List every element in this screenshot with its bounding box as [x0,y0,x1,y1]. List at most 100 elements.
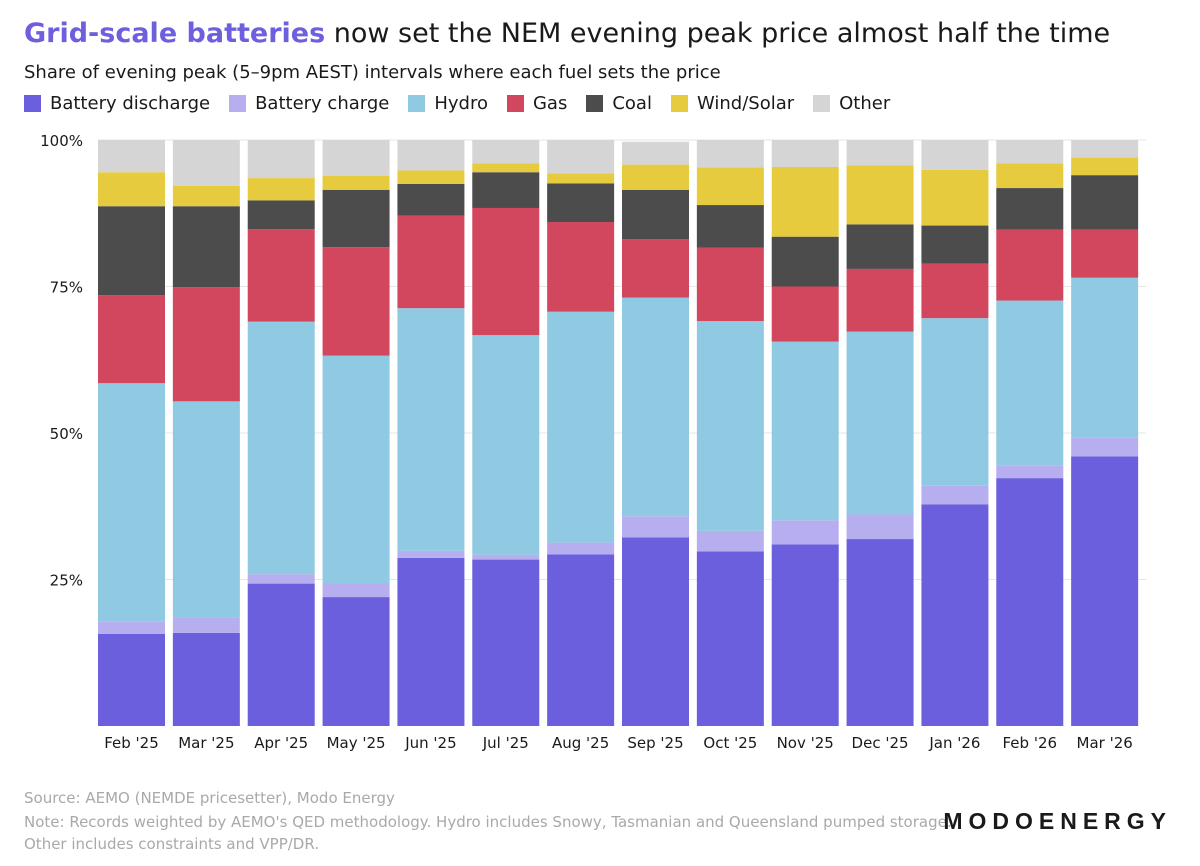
other-note: Other includes constraints and VPP/DR. [24,835,320,853]
x-tick-label: Mar '25 [178,734,234,752]
bar-segment [846,224,914,269]
legend-label: Battery charge [255,93,390,114]
x-tick-label: Feb '26 [1003,734,1058,752]
bar-segment [397,215,465,309]
x-tick-label: Apr '25 [254,734,308,752]
bar-segment [472,207,540,336]
legend-swatch [813,95,831,112]
bar-segment [322,140,390,176]
bar-segment [921,318,989,486]
bar-segment [172,185,240,207]
chart-title-highlight: Grid-scale batteries [24,18,326,49]
chart-title: Grid-scale batteries now set the NEM eve… [24,18,1110,49]
x-tick-label: Mar '26 [1077,734,1133,752]
legend-item: Battery charge [229,93,389,114]
bar-segment [172,206,240,288]
bar-segment [247,178,315,201]
bar-segment [696,140,764,168]
x-tick-label: Jan '26 [928,734,980,752]
x-tick-label: Oct '25 [703,734,757,752]
bar-segment [98,621,165,634]
legend-label: Gas [532,93,568,114]
bar-segment [247,574,315,584]
bar-segment [771,544,839,726]
bar-segment [996,465,1064,479]
bar-segment [921,169,989,226]
bar-segment [397,557,465,726]
bar-segment [696,551,764,726]
bar-segment [696,530,764,552]
bar-segment [472,163,540,173]
bar-segment [247,321,315,575]
bar-segment [98,383,165,622]
legend-item: Hydro [408,93,488,114]
bar-segment [247,583,315,726]
bar-segment [622,239,689,298]
bar-segment [547,173,615,184]
bar-segment [397,170,465,184]
x-tick-label: Aug '25 [552,734,609,752]
y-tick-label: 100% [40,132,83,150]
bar-segment [172,140,240,186]
bar-segment [322,597,390,726]
bar-segment [547,542,615,555]
y-tick-label: 50% [50,425,83,443]
legend-item: Gas [506,93,568,114]
bar-segment [472,554,540,560]
bar-segment [996,188,1064,230]
bar-segment [547,554,615,726]
bar-segment [622,189,689,240]
legend-label: Coal [612,93,652,114]
bar-segment [172,632,240,726]
bar-segment [322,583,390,598]
bar-segment [397,183,465,216]
bar-segment [696,247,764,322]
bar-segment [846,331,914,515]
bar-segment [996,140,1064,164]
legend-swatch [586,95,604,112]
bar-segment [98,633,165,726]
bar-segment [397,308,465,551]
bar-segment [98,206,165,296]
y-tick-label: 75% [50,279,83,297]
source-note: Source: AEMO (NEMDE pricesetter), Modo E… [24,789,395,807]
x-tick-label: May '25 [327,734,386,752]
bar-segment [996,478,1064,726]
x-tick-label: Dec '25 [852,734,909,752]
bar-segment [771,166,839,237]
bar-segment [622,141,689,165]
legend-label: Wind/Solar [696,93,795,114]
legend-swatch [24,95,41,112]
bar-segment [322,355,390,584]
legend-item: Other [813,93,890,114]
bar-segment [921,263,989,319]
bar-segment [771,140,839,167]
bar-segment [1071,456,1139,726]
bar-segment [622,537,689,726]
bar-segment [771,341,839,521]
bar-segment [547,311,615,543]
bar-segment [996,229,1064,301]
bar-segment [921,485,989,505]
bar-segment [771,286,839,342]
bar-segment [247,140,315,179]
legend-label: Battery discharge [50,93,211,114]
bar-segment [472,335,540,555]
bar-segment [172,287,240,402]
legend-label: Hydro [434,93,488,114]
bar-segment [846,514,914,540]
modo-energy-logo: MODOENERGY [943,808,1172,834]
bar-segment [696,167,764,206]
chart-subtitle: Share of evening peak (5–9pm AEST) inter… [24,62,721,83]
legend: Battery discharge Battery charge Hydro Gas C… [24,93,909,114]
bar-segment [1071,229,1139,278]
y-tick-label: 25% [50,572,83,590]
bar-segment [1071,175,1139,230]
bar-segment [547,222,615,312]
bar-segment [996,300,1064,466]
legend-swatch [229,95,247,112]
bar-segment [98,140,165,173]
bar-segment [397,140,465,171]
bar-segment [472,140,540,164]
